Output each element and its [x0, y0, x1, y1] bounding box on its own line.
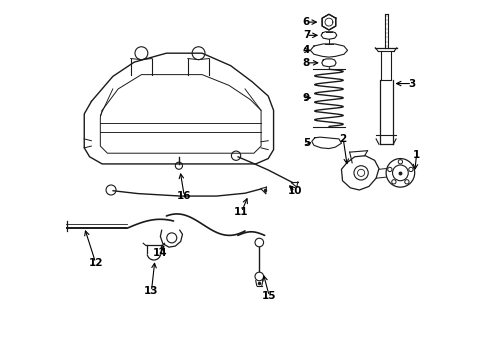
Text: 12: 12: [88, 258, 103, 268]
Text: 9: 9: [303, 93, 310, 103]
Text: 4: 4: [303, 45, 310, 55]
Text: 14: 14: [153, 248, 167, 258]
Text: 15: 15: [262, 291, 276, 301]
Text: 5: 5: [303, 138, 310, 148]
Text: 8: 8: [303, 58, 310, 68]
Text: 16: 16: [177, 191, 192, 201]
Text: 1: 1: [413, 150, 420, 160]
Text: 13: 13: [144, 287, 159, 296]
Text: 10: 10: [288, 186, 302, 197]
Text: 6: 6: [303, 17, 310, 27]
Text: 7: 7: [303, 30, 310, 40]
Text: 3: 3: [409, 78, 416, 89]
Text: 11: 11: [234, 207, 249, 217]
Text: 2: 2: [340, 134, 347, 144]
